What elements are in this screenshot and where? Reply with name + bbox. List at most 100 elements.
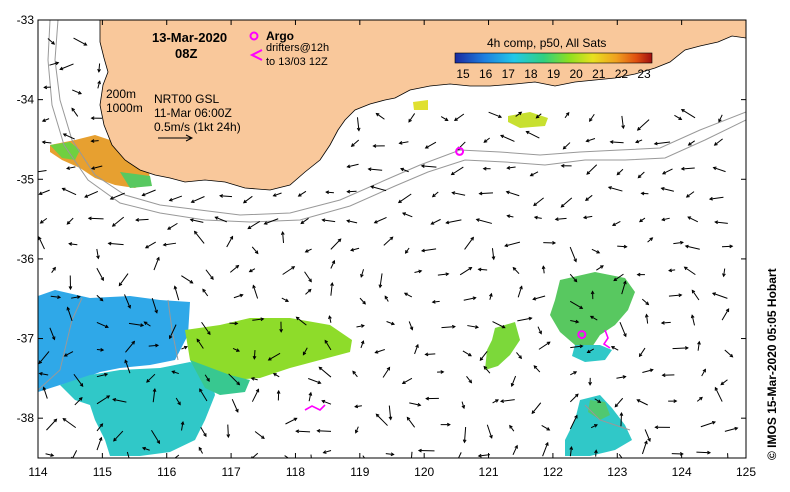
current-arrow [355, 405, 362, 408]
current-arrow [251, 389, 259, 402]
current-arrow [273, 192, 282, 197]
longitude-axis: 114 115 116 117 118 119 120 121 122 123 124 125 [28, 20, 756, 479]
current-arrow-head [720, 381, 725, 386]
current-arrow-head [403, 292, 408, 297]
current-arrow [681, 109, 696, 119]
current-arrow-head [711, 292, 716, 296]
current-arrow-head [722, 273, 726, 278]
current-arrow-head [214, 216, 219, 220]
current-arrow [323, 449, 332, 454]
current-arrow-head [388, 416, 393, 421]
current-arrow [538, 341, 551, 350]
current-arrow [231, 398, 239, 413]
current-arrow-head [609, 140, 614, 144]
current-arrow-head [360, 324, 365, 328]
current-arrow [191, 196, 205, 203]
current-arrow [642, 369, 653, 374]
argo-float-marker [577, 330, 587, 340]
current-arrow [254, 431, 265, 439]
current-arrow [96, 437, 102, 451]
current-arrow [126, 451, 130, 458]
current-arrow [720, 379, 728, 385]
current-arrow-head [250, 377, 255, 381]
current-arrow-head [453, 117, 458, 122]
current-arrow [620, 413, 623, 427]
current-arrow-head [505, 190, 510, 195]
current-arrow-head [104, 324, 109, 329]
current-arrow [370, 185, 387, 192]
current-arrow [590, 424, 598, 429]
current-arrow-head [424, 145, 429, 149]
current-arrow [610, 141, 624, 144]
current-arrow-head [640, 191, 645, 196]
current-arrow [684, 266, 696, 276]
current-arrow [163, 242, 177, 246]
current-arrow-head [272, 193, 277, 197]
current-arrow [398, 193, 412, 203]
current-arrow [713, 167, 726, 173]
colorbar-tick-label: 23 [637, 67, 651, 81]
current-arrow [712, 292, 728, 299]
current-arrow [273, 373, 280, 378]
current-arrow [50, 295, 61, 298]
current-arrow [533, 197, 544, 206]
current-arrow [512, 445, 518, 455]
current-arrow [688, 140, 695, 146]
current-arrow-head [518, 111, 523, 116]
current-arrow-head [637, 174, 642, 179]
current-arrow-head [579, 344, 584, 349]
map-time: 08Z [175, 46, 197, 61]
current-arrow [151, 297, 158, 313]
current-arrow [589, 113, 595, 122]
current-arrow-head [350, 247, 355, 252]
current-arrow [302, 347, 308, 355]
current-arrow [352, 371, 358, 378]
current-arrow-head [321, 399, 326, 404]
current-arrow-head [300, 220, 305, 225]
current-arrow [305, 248, 312, 253]
current-arrow-head [87, 216, 92, 221]
current-arrow [594, 398, 601, 403]
current-arrow-head [337, 238, 342, 243]
current-arrow [400, 168, 409, 173]
current-arrow [153, 257, 160, 271]
current-arrow [169, 195, 183, 202]
current-arrow [215, 216, 227, 223]
current-arrow-head [545, 441, 549, 446]
current-arrow-head [285, 298, 290, 302]
current-arrow [569, 273, 578, 282]
current-arrow-head [446, 422, 451, 427]
current-arrow [459, 267, 472, 276]
current-arrow [563, 142, 571, 150]
current-arrow-head [562, 145, 567, 150]
current-arrow-head [636, 399, 641, 403]
current-arrow [233, 294, 243, 299]
current-arrow-head [472, 296, 477, 301]
current-arrow-head [68, 286, 73, 291]
current-arrow [491, 248, 495, 260]
current-arrow-head [106, 395, 111, 399]
current-arrow [347, 163, 359, 168]
current-arrow [537, 326, 542, 334]
current-arrow-head [356, 127, 361, 132]
current-arrow [404, 292, 413, 298]
current-arrow [113, 398, 127, 403]
current-arrow [414, 344, 419, 355]
current-arrow-head [660, 187, 665, 191]
current-arrow-head [90, 166, 95, 170]
current-arrow [310, 454, 312, 458]
current-arrow-head [573, 371, 578, 375]
current-arrow-head [535, 114, 540, 119]
current-arrow [51, 267, 56, 273]
current-arrow-head [260, 317, 265, 322]
colorbar-tick-label: 17 [502, 67, 516, 81]
current-arrow [330, 260, 335, 269]
current-arrow [492, 399, 499, 404]
current-arrow [350, 247, 360, 251]
current-arrow-head [678, 293, 683, 298]
current-arrow [359, 297, 366, 305]
current-arrow [530, 171, 539, 177]
current-arrow [511, 375, 517, 387]
sst-patches [38, 100, 635, 456]
